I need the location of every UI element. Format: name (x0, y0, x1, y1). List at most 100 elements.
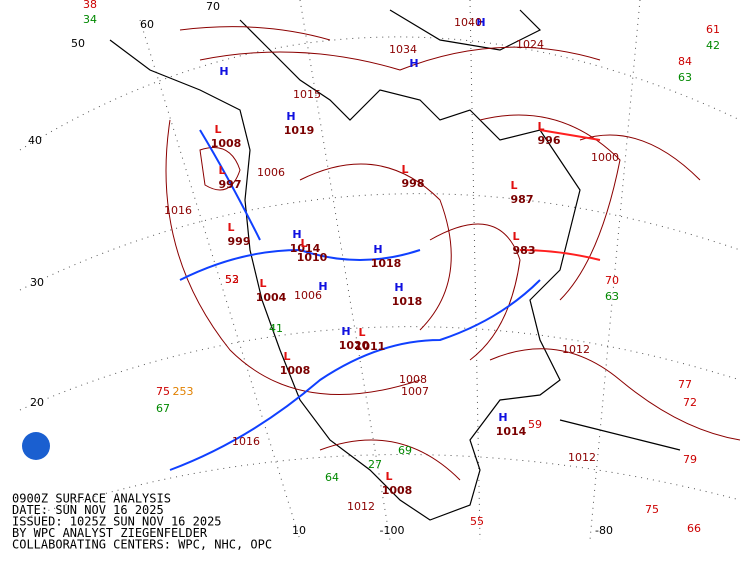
low-symbol: L (218, 164, 225, 177)
low-symbol: L (537, 120, 544, 133)
center-pressure: 998 (402, 177, 425, 190)
station-value: 84 (678, 55, 692, 68)
station-value: 55 (470, 515, 484, 528)
high-symbol: H (373, 243, 382, 256)
station-value: 77 (678, 378, 692, 391)
fronts (169, 129, 601, 471)
center-pressure: 1011 (355, 340, 386, 353)
center-pressure: 1008 (280, 364, 311, 377)
center-pressure: 983 (513, 244, 536, 257)
low-symbol: L (510, 179, 517, 192)
station-value: 64 (325, 471, 339, 484)
station-value: 63 (678, 71, 692, 84)
grid-label: 50 (71, 37, 85, 50)
high-symbol: H (498, 411, 507, 424)
low-symbol: L (401, 163, 408, 176)
low-symbol: L (283, 350, 290, 363)
isobar-label: 1006 (257, 166, 285, 179)
station-value: 72 (683, 396, 697, 409)
high-symbol: H (318, 280, 327, 293)
isobar-label: 1024 (516, 38, 544, 51)
low-symbol: L (300, 237, 307, 250)
isobar-label: 1015 (293, 88, 321, 101)
isobar-label: 1012 (568, 451, 596, 464)
grid-label: 60 (140, 18, 154, 31)
grid-label: 40 (28, 134, 42, 147)
center-pressure: 1004 (256, 291, 287, 304)
station-value: 253 (173, 385, 194, 398)
station-value: 67 (156, 402, 170, 415)
station-value: 52 (225, 273, 239, 286)
isobars (165, 26, 741, 481)
station-value: 66 (687, 522, 701, 535)
noaa-logo (22, 432, 50, 460)
isobar-label: 1034 (389, 43, 417, 56)
high-symbol: H (219, 65, 228, 78)
center-pressure: 1014 (496, 425, 527, 438)
station-value: 34 (83, 13, 97, 26)
isobar-label: 1012 (347, 500, 375, 513)
station-value: 75 (645, 503, 659, 516)
station-value: 27 (368, 458, 382, 471)
high-symbol: H (341, 325, 350, 338)
station-value: 69 (398, 444, 412, 457)
center-pressure: 987 (511, 193, 534, 206)
low-symbol: L (227, 221, 234, 234)
station-value: 79 (683, 453, 697, 466)
station-value: 75 (156, 385, 170, 398)
high-symbol: H (394, 281, 403, 294)
high-symbol: H (409, 57, 418, 70)
low-symbol: L (259, 277, 266, 290)
grid-label: -80 (595, 524, 613, 537)
isobar-label: 1016 (164, 204, 192, 217)
grid-label: -100 (380, 524, 405, 537)
isobar-label: 1016 (232, 435, 260, 448)
isobar-label: 1008 (399, 373, 427, 386)
graticule (19, 0, 741, 541)
station-value: 63 (605, 290, 619, 303)
station-value: 41 (269, 322, 283, 335)
center-pressure: 1018 (392, 295, 423, 308)
high-symbol: H (476, 16, 485, 29)
caption-line: DATE: SUN NOV 16 2025 (12, 503, 164, 517)
isobar-label: 1006 (294, 289, 322, 302)
center-pressure: 1010 (297, 251, 328, 264)
station-value: 42 (706, 39, 720, 52)
center-pressure: 1018 (371, 257, 402, 270)
center-pressure: 1008 (382, 484, 413, 497)
grid-label: 30 (30, 276, 44, 289)
low-symbol: L (512, 230, 519, 243)
caption-line: COLLABORATING CENTERS: WPC, NHC, OPC (12, 538, 272, 552)
caption-line: ISSUED: 1025Z SUN NOV 16 2025 (12, 515, 222, 529)
station-value: 59 (528, 418, 542, 431)
high-symbol: H (286, 110, 295, 123)
center-pressure: 1014 (290, 242, 321, 255)
low-symbol: L (358, 326, 365, 339)
center-pressure: 1019 (284, 124, 315, 137)
high-symbol: H (292, 228, 301, 241)
isobar-label: 1012 (562, 343, 590, 356)
isobar-label: 1040 (454, 16, 482, 29)
center-pressure: 996 (538, 134, 561, 147)
caption-line: 0900Z SURFACE ANALYSIS (12, 492, 171, 506)
grid-label: 20 (30, 396, 44, 409)
station-value: 61 (706, 23, 720, 36)
isobar-label: 1000 (591, 151, 619, 164)
center-pressure: 1008 (211, 137, 242, 150)
caption-line: BY WPC ANALYST ZIEGENFELDER (12, 526, 208, 540)
low-symbol: L (214, 123, 221, 136)
center-pressure: 999 (228, 235, 251, 248)
low-symbol: L (385, 470, 392, 483)
station-value: 53 (225, 273, 239, 286)
station-value: 38 (83, 0, 97, 11)
center-pressure: 997 (219, 178, 242, 191)
grid-label: 10 (292, 524, 306, 537)
coastline (109, 9, 681, 521)
grid-label: 70 (206, 0, 220, 13)
center-pressure: 1020 (339, 339, 370, 352)
station-value: 70 (605, 274, 619, 287)
isobar-label: 1007 (401, 385, 429, 398)
